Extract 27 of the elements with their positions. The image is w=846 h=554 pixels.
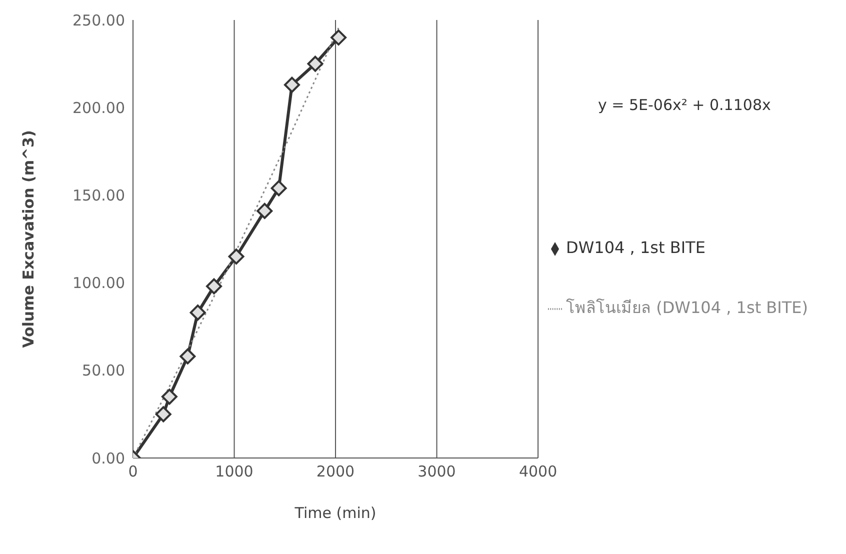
x-tick-label: 3000 <box>418 462 456 481</box>
y-axis-title: Volume Excavation (m^3) <box>19 130 38 348</box>
point <box>180 348 196 364</box>
y-tick-label: 100.00 <box>72 274 125 292</box>
x-tick-label: 2000 <box>316 462 355 481</box>
x-tick-label: 4000 <box>518 462 558 481</box>
point <box>190 304 206 321</box>
x-tick-label: 1000 <box>215 462 254 481</box>
legend-label: DW104 , 1st BITE <box>566 238 706 257</box>
x-axis-title: Time (min) <box>294 504 376 522</box>
point <box>270 180 287 196</box>
point <box>284 76 300 93</box>
point <box>330 30 347 46</box>
text: y = 5E-06x² + 0.1108x <box>598 96 771 114</box>
y-tick-label: 50.00 <box>82 362 125 380</box>
point <box>256 202 273 219</box>
point <box>307 56 324 72</box>
legend-label: โพลิโนเมียล (DW104 , 1st BITE) <box>566 298 808 317</box>
point <box>228 248 244 265</box>
y-tick-label: 150.00 <box>72 186 125 205</box>
y-tick-label: 0.00 <box>92 449 125 468</box>
x-tick-label: 0 <box>128 462 138 481</box>
y-tick-label: 250.00 <box>72 11 125 30</box>
point <box>206 278 222 294</box>
y-tick-label: 200.00 <box>72 98 125 117</box>
point <box>161 388 178 405</box>
point <box>155 406 172 422</box>
